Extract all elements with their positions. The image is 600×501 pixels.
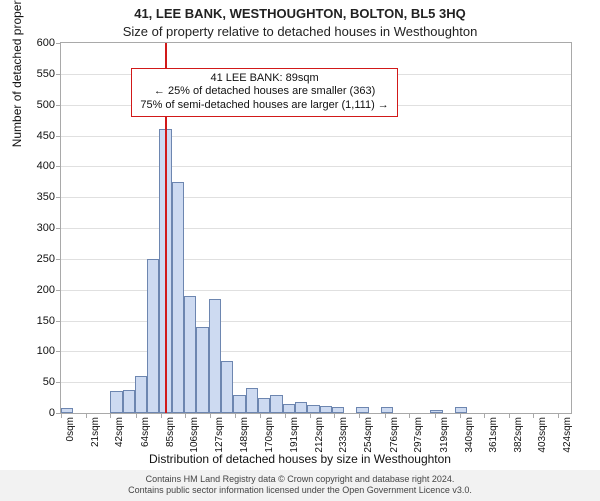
histogram-bar bbox=[295, 402, 307, 413]
x-tick-label: 319sqm bbox=[439, 417, 450, 453]
annotation-box: 41 LEE BANK: 89sqm← 25% of detached hous… bbox=[131, 68, 397, 117]
x-tick-label: 106sqm bbox=[189, 417, 200, 453]
histogram-bar bbox=[135, 376, 147, 413]
x-tick-label: 64sqm bbox=[140, 417, 151, 447]
y-tick-label: 600 bbox=[37, 37, 55, 49]
x-tick-label: 424sqm bbox=[562, 417, 573, 453]
x-tick-label: 0sqm bbox=[65, 417, 76, 441]
histogram-bar bbox=[61, 408, 73, 413]
x-tick-label: 361sqm bbox=[488, 417, 499, 453]
histogram-bar bbox=[184, 296, 196, 413]
plot-area: 0501001502002503003504004505005506000sqm… bbox=[60, 42, 572, 414]
y-tick-label: 550 bbox=[37, 68, 55, 80]
x-tick-label: 254sqm bbox=[363, 417, 374, 453]
histogram-bar bbox=[221, 361, 233, 413]
chart-title-address: 41, LEE BANK, WESTHOUGHTON, BOLTON, BL5 … bbox=[0, 6, 600, 21]
y-tick-label: 150 bbox=[37, 315, 55, 327]
histogram-bar bbox=[123, 390, 135, 413]
histogram-bar bbox=[209, 299, 221, 413]
histogram-bar bbox=[246, 388, 258, 413]
x-tick-label: 297sqm bbox=[413, 417, 424, 453]
x-axis-title: Distribution of detached houses by size … bbox=[0, 452, 600, 466]
histogram-bar bbox=[270, 395, 282, 414]
y-tick-label: 450 bbox=[37, 130, 55, 142]
histogram-bar bbox=[233, 395, 245, 414]
histogram-bar bbox=[283, 404, 295, 413]
x-tick-label: 276sqm bbox=[389, 417, 400, 453]
histogram-bar bbox=[430, 410, 442, 413]
x-tick-label: 233sqm bbox=[338, 417, 349, 453]
histogram-bar bbox=[172, 182, 184, 413]
x-tick-label: 21sqm bbox=[90, 417, 101, 447]
footer-line-2: Contains public sector information licen… bbox=[0, 485, 600, 496]
histogram-bar bbox=[455, 407, 467, 413]
histogram-bar bbox=[320, 406, 332, 413]
y-tick-label: 50 bbox=[43, 376, 55, 388]
histogram-bar bbox=[196, 327, 208, 413]
histogram-bar bbox=[381, 407, 393, 413]
y-tick-label: 200 bbox=[37, 284, 55, 296]
x-tick-label: 191sqm bbox=[289, 417, 300, 453]
x-tick-label: 148sqm bbox=[239, 417, 250, 453]
x-tick-label: 340sqm bbox=[464, 417, 475, 453]
y-tick-label: 500 bbox=[37, 99, 55, 111]
footer-attribution: Contains HM Land Registry data © Crown c… bbox=[0, 470, 600, 501]
histogram-bar bbox=[147, 259, 159, 413]
x-tick-label: 170sqm bbox=[264, 417, 275, 453]
y-tick-label: 100 bbox=[37, 345, 55, 357]
x-tick-label: 403sqm bbox=[537, 417, 548, 453]
histogram-bar bbox=[258, 398, 270, 413]
y-tick-label: 300 bbox=[37, 222, 55, 234]
y-axis-title: Number of detached properties bbox=[10, 0, 24, 147]
footer-line-1: Contains HM Land Registry data © Crown c… bbox=[0, 474, 600, 485]
x-tick-label: 127sqm bbox=[214, 417, 225, 453]
chart-title-subtitle: Size of property relative to detached ho… bbox=[0, 24, 600, 39]
x-tick-label: 382sqm bbox=[513, 417, 524, 453]
x-tick-label: 85sqm bbox=[165, 417, 176, 447]
histogram-bar bbox=[307, 405, 319, 413]
y-tick-label: 400 bbox=[37, 160, 55, 172]
x-tick-label: 42sqm bbox=[114, 417, 125, 447]
y-tick-label: 0 bbox=[49, 407, 55, 419]
histogram-bar bbox=[110, 391, 122, 413]
y-tick-label: 350 bbox=[37, 191, 55, 203]
x-tick-label: 212sqm bbox=[314, 417, 325, 453]
y-tick-label: 250 bbox=[37, 253, 55, 265]
